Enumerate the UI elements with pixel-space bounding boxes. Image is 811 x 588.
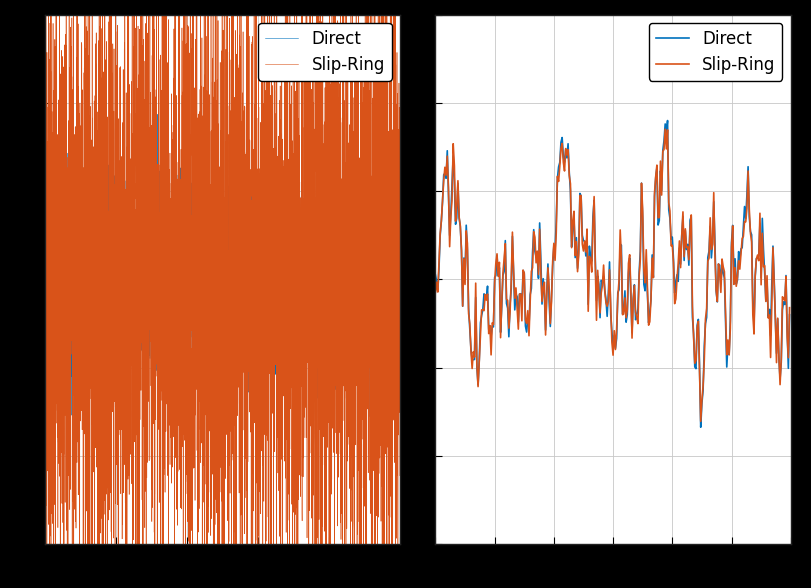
Direct — [152, 111, 162, 118]
Direct — [40, 201, 49, 208]
Legend: Direct, Slip-Ring: Direct, Slip-Ring — [649, 23, 783, 81]
Direct — [642, 259, 651, 266]
Slip-Ring — [175, 202, 185, 209]
Slip-Ring — [785, 304, 795, 311]
Legend: Direct, Slip-Ring: Direct, Slip-Ring — [258, 23, 392, 81]
Direct — [395, 312, 405, 319]
Direct — [271, 283, 281, 290]
Direct — [732, 280, 741, 288]
Line: Direct: Direct — [436, 121, 790, 427]
Slip-Ring — [40, 277, 49, 284]
Slip-Ring — [105, 300, 114, 307]
Direct — [431, 278, 441, 285]
Line: Slip-Ring: Slip-Ring — [45, 0, 400, 588]
Direct — [175, 274, 185, 281]
Line: Slip-Ring: Slip-Ring — [436, 129, 790, 422]
Slip-Ring — [642, 246, 651, 253]
Direct — [298, 432, 308, 439]
Slip-Ring — [271, 229, 281, 236]
Slip-Ring — [696, 418, 706, 425]
Slip-Ring — [660, 126, 670, 133]
Slip-Ring — [332, 180, 341, 187]
Slip-Ring — [305, 75, 315, 82]
Direct — [105, 342, 114, 349]
Line: Direct: Direct — [45, 114, 400, 435]
Slip-Ring — [754, 257, 764, 264]
Slip-Ring — [647, 255, 657, 262]
Direct — [305, 265, 315, 272]
Direct — [647, 252, 657, 259]
Slip-Ring — [732, 283, 741, 290]
Direct — [431, 272, 440, 279]
Slip-Ring — [253, 275, 263, 282]
Direct — [696, 424, 706, 431]
Slip-Ring — [431, 279, 441, 286]
Direct — [640, 288, 650, 295]
Direct — [785, 311, 795, 318]
Direct — [754, 252, 764, 259]
Slip-Ring — [395, 472, 405, 479]
Slip-Ring — [431, 289, 440, 296]
Direct — [332, 301, 341, 308]
Direct — [253, 269, 263, 276]
Slip-Ring — [640, 279, 650, 286]
Direct — [663, 117, 672, 124]
